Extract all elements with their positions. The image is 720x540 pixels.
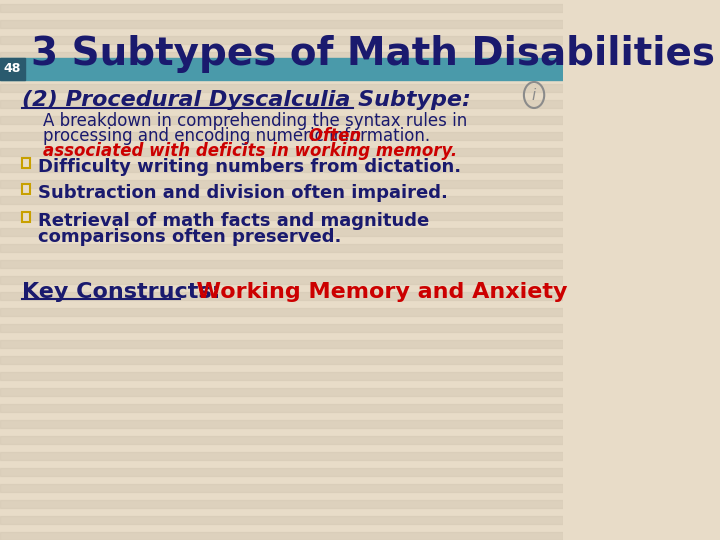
Bar [0,388,563,396]
Bar [0,164,563,172]
Bar [0,212,563,220]
Bar [0,308,563,316]
Text: Difficulty writing numbers from dictation.: Difficulty writing numbers from dictatio… [37,158,461,176]
Bar [0,356,563,364]
Bar [0,228,563,236]
Bar [0,260,563,268]
Bar [0,484,563,492]
Bar [0,340,563,348]
Bar [0,58,25,80]
Bar [0,116,563,124]
Bar [0,468,563,476]
Bar [0,324,563,332]
Bar [0,36,563,44]
Bar [0,372,563,380]
Text: Subtraction and division often impaired.: Subtraction and division often impaired. [37,184,447,202]
Bar [0,244,563,252]
Text: Key Constructs:: Key Constructs: [22,282,220,302]
Bar [0,404,563,412]
Bar [0,52,563,60]
Bar [0,436,563,444]
Bar [0,20,563,28]
Bar [0,68,563,76]
Text: 3 Subtypes of Math Disabilities: 3 Subtypes of Math Disabilities [31,35,715,73]
Bar [22,184,30,194]
Bar [0,84,563,92]
Bar [0,516,563,524]
Bar [0,420,563,428]
Bar [0,4,563,12]
Text: 48: 48 [4,63,21,76]
Text: comparisons often preserved.: comparisons often preserved. [37,228,341,246]
Bar [0,532,563,540]
Text: (2) Procedural Dyscalculia Subtype:: (2) Procedural Dyscalculia Subtype: [22,90,471,110]
Bar [0,452,563,460]
Bar [0,58,563,80]
Text: associated with deficits in working memory.: associated with deficits in working memo… [43,142,457,160]
Bar [0,180,563,188]
Bar [0,100,563,108]
Text: Retrieval of math facts and magnitude: Retrieval of math facts and magnitude [37,212,429,230]
Text: i: i [532,87,536,103]
Text: processing and encoding numeric information.: processing and encoding numeric informat… [43,127,430,145]
Text: Often: Often [303,127,361,145]
Bar [22,212,30,222]
Bar [0,148,563,156]
Bar [0,196,563,204]
Bar [0,292,563,300]
Bar [0,500,563,508]
Text: Working Memory and Anxiety: Working Memory and Anxiety [181,282,568,302]
Text: A breakdown in comprehending the syntax rules in: A breakdown in comprehending the syntax … [43,112,467,130]
Bar [0,132,563,140]
Bar [0,276,563,284]
Bar [22,158,30,168]
